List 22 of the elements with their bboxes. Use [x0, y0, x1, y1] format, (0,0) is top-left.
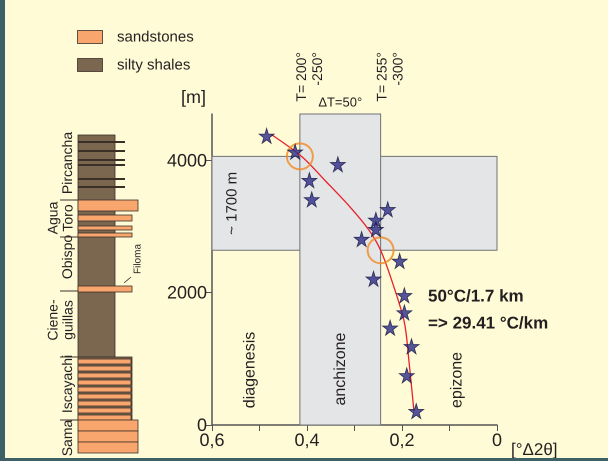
- y-axis-title: [m]: [181, 87, 206, 107]
- y-tick-label: 4000: [166, 150, 207, 170]
- text: Obispo: [59, 234, 75, 280]
- text: silty shales: [117, 56, 190, 74]
- x-tick-label: 0: [492, 430, 502, 450]
- band-label: ~ 1700 m: [223, 172, 240, 235]
- text: Ciene- guillas: [44, 299, 76, 341]
- annotation: diagenesis: [242, 332, 258, 408]
- y-tick-label: 2000: [166, 282, 207, 303]
- annotation: epizone: [448, 352, 466, 408]
- x-tick-label: 0,4: [294, 430, 320, 450]
- band-label: anchizone: [332, 332, 349, 406]
- text: sandstones: [117, 28, 194, 46]
- annotation: 50°C/1.7 km: [428, 286, 524, 306]
- text: Pircancha: [59, 132, 75, 194]
- x-tick-label: 0,2: [389, 430, 415, 450]
- annotation: T= 255° -300°: [374, 52, 406, 102]
- text: Sama: [59, 420, 75, 456]
- text: Agua Toro: [44, 201, 76, 234]
- text: Filoma: [132, 244, 144, 274]
- text: Iscayachi: [59, 354, 75, 414]
- annotation: => 29.41 °C/km: [428, 314, 548, 332]
